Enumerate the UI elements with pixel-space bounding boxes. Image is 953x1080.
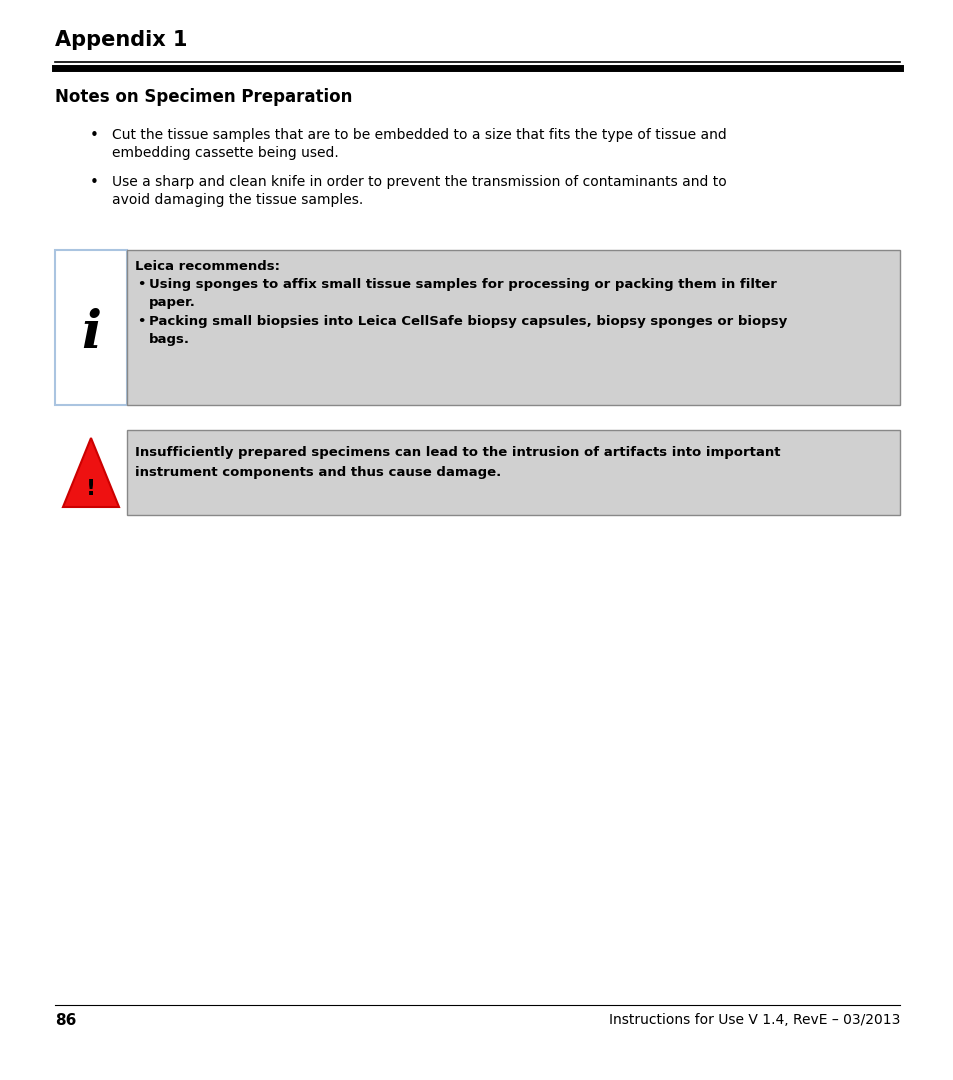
Text: •: • bbox=[137, 315, 145, 328]
Text: •: • bbox=[90, 175, 99, 190]
Text: embedding cassette being used.: embedding cassette being used. bbox=[112, 146, 338, 160]
Text: instrument components and thus cause damage.: instrument components and thus cause dam… bbox=[135, 465, 500, 480]
Text: i: i bbox=[81, 308, 101, 359]
FancyBboxPatch shape bbox=[55, 249, 127, 405]
Text: Using sponges to affix small tissue samples for processing or packing them in fi: Using sponges to affix small tissue samp… bbox=[149, 278, 776, 291]
Text: Instructions for Use V 1.4, RevE – 03/2013: Instructions for Use V 1.4, RevE – 03/20… bbox=[608, 1013, 899, 1027]
Text: •: • bbox=[90, 129, 99, 143]
Text: Packing small biopsies into Leica CellSafe biopsy capsules, biopsy sponges or bi: Packing small biopsies into Leica CellSa… bbox=[149, 315, 786, 328]
Text: Appendix 1: Appendix 1 bbox=[55, 30, 188, 50]
FancyBboxPatch shape bbox=[127, 430, 899, 515]
Text: Use a sharp and clean knife in order to prevent the transmission of contaminants: Use a sharp and clean knife in order to … bbox=[112, 175, 726, 189]
Text: Cut the tissue samples that are to be embedded to a size that fits the type of t: Cut the tissue samples that are to be em… bbox=[112, 129, 726, 141]
Text: 86: 86 bbox=[55, 1013, 76, 1028]
Text: Notes on Specimen Preparation: Notes on Specimen Preparation bbox=[55, 87, 352, 106]
Polygon shape bbox=[63, 438, 119, 507]
Text: Leica recommends:: Leica recommends: bbox=[135, 260, 280, 273]
Text: Insufficiently prepared specimens can lead to the intrusion of artifacts into im: Insufficiently prepared specimens can le… bbox=[135, 446, 780, 459]
Text: paper.: paper. bbox=[149, 296, 195, 309]
Text: bags.: bags. bbox=[149, 333, 190, 346]
Text: •: • bbox=[137, 278, 145, 291]
Text: !: ! bbox=[86, 480, 96, 499]
FancyBboxPatch shape bbox=[127, 249, 899, 405]
Text: avoid damaging the tissue samples.: avoid damaging the tissue samples. bbox=[112, 193, 363, 207]
